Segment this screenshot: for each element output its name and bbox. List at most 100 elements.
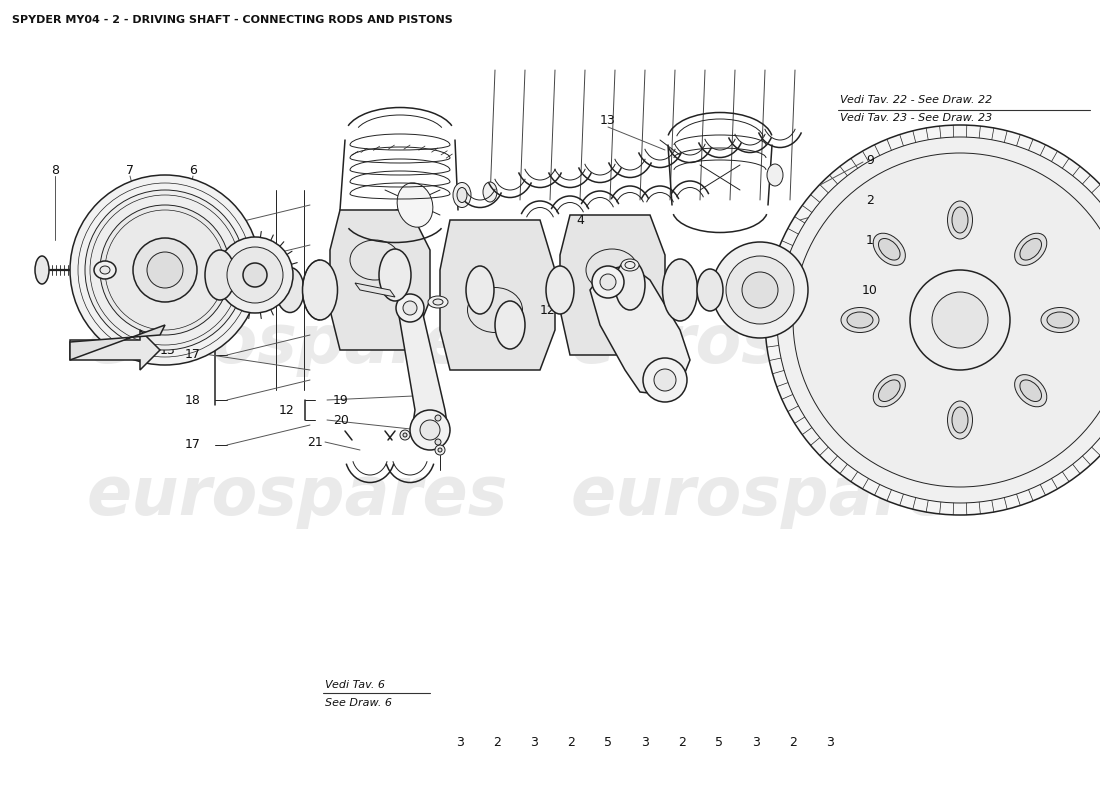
- Ellipse shape: [302, 260, 338, 320]
- Text: 12: 12: [539, 303, 556, 317]
- Ellipse shape: [873, 374, 905, 406]
- Text: 2: 2: [866, 194, 873, 206]
- Ellipse shape: [483, 182, 497, 202]
- Text: See Draw. 6: See Draw. 6: [324, 698, 392, 708]
- Text: 18: 18: [185, 394, 201, 406]
- Ellipse shape: [662, 259, 697, 321]
- Polygon shape: [70, 325, 165, 360]
- Circle shape: [742, 272, 778, 308]
- Ellipse shape: [453, 182, 471, 207]
- Circle shape: [100, 205, 230, 335]
- Text: Vedi Tav. 6: Vedi Tav. 6: [324, 680, 385, 690]
- Ellipse shape: [873, 234, 905, 266]
- Text: 14: 14: [185, 218, 201, 231]
- Circle shape: [712, 242, 808, 338]
- Ellipse shape: [879, 380, 900, 402]
- Polygon shape: [560, 215, 666, 355]
- Text: 3: 3: [530, 735, 538, 749]
- Ellipse shape: [205, 250, 235, 300]
- Circle shape: [227, 247, 283, 303]
- Text: 6: 6: [189, 163, 197, 177]
- Polygon shape: [330, 210, 430, 350]
- Circle shape: [600, 274, 616, 290]
- Circle shape: [403, 301, 417, 315]
- Circle shape: [644, 358, 688, 402]
- Ellipse shape: [952, 407, 968, 433]
- Circle shape: [726, 256, 794, 324]
- Text: 3: 3: [641, 735, 649, 749]
- Ellipse shape: [495, 301, 525, 349]
- Circle shape: [133, 238, 197, 302]
- Text: 5: 5: [715, 735, 723, 749]
- Ellipse shape: [276, 267, 304, 313]
- Ellipse shape: [546, 266, 574, 314]
- Polygon shape: [440, 220, 556, 370]
- Ellipse shape: [1020, 238, 1042, 260]
- Ellipse shape: [1014, 374, 1047, 406]
- Text: 12: 12: [279, 403, 295, 417]
- Polygon shape: [398, 310, 448, 430]
- Ellipse shape: [879, 238, 900, 260]
- Circle shape: [764, 125, 1100, 515]
- Text: 2: 2: [493, 735, 500, 749]
- Text: 16: 16: [185, 303, 201, 317]
- Ellipse shape: [625, 262, 635, 269]
- Text: eurospares: eurospares: [86, 311, 508, 377]
- Ellipse shape: [615, 260, 645, 310]
- Circle shape: [85, 190, 245, 350]
- Ellipse shape: [397, 182, 433, 227]
- Text: 15: 15: [185, 258, 201, 271]
- Circle shape: [592, 266, 624, 298]
- Circle shape: [654, 369, 676, 391]
- Circle shape: [438, 448, 442, 452]
- Text: eurospares: eurospares: [570, 311, 992, 377]
- Circle shape: [243, 263, 267, 287]
- Ellipse shape: [621, 259, 639, 271]
- Text: 3: 3: [826, 735, 834, 749]
- Text: Vedi Tav. 23 - See Draw. 23: Vedi Tav. 23 - See Draw. 23: [840, 113, 992, 123]
- Text: 13: 13: [161, 343, 176, 357]
- Text: 17: 17: [185, 438, 201, 451]
- Text: SPYDER MY04 - 2 - DRIVING SHAFT - CONNECTING RODS AND PISTONS: SPYDER MY04 - 2 - DRIVING SHAFT - CONNEC…: [12, 15, 453, 25]
- Ellipse shape: [1014, 234, 1047, 266]
- Text: 19: 19: [333, 394, 349, 406]
- Ellipse shape: [456, 187, 468, 202]
- Text: 5: 5: [604, 735, 612, 749]
- Ellipse shape: [842, 307, 879, 333]
- Text: 13: 13: [601, 114, 616, 126]
- Circle shape: [434, 439, 441, 445]
- Ellipse shape: [433, 299, 443, 305]
- Text: 4: 4: [576, 214, 584, 226]
- Ellipse shape: [94, 261, 115, 279]
- Polygon shape: [355, 283, 395, 297]
- Text: 2: 2: [568, 735, 575, 749]
- Text: 2: 2: [789, 735, 796, 749]
- Ellipse shape: [1047, 312, 1072, 328]
- Polygon shape: [590, 265, 690, 395]
- Ellipse shape: [379, 249, 411, 301]
- Circle shape: [793, 153, 1100, 487]
- Text: 20: 20: [333, 414, 349, 426]
- Circle shape: [910, 270, 1010, 370]
- Ellipse shape: [466, 266, 494, 314]
- Ellipse shape: [100, 266, 110, 274]
- Text: 9: 9: [866, 154, 873, 166]
- Circle shape: [217, 237, 293, 313]
- Circle shape: [147, 252, 183, 288]
- Ellipse shape: [947, 201, 972, 239]
- Circle shape: [400, 430, 410, 440]
- Text: 2: 2: [678, 735, 686, 749]
- Text: eurospares: eurospares: [86, 463, 508, 529]
- Ellipse shape: [1041, 307, 1079, 333]
- Circle shape: [70, 175, 260, 365]
- Text: 21: 21: [307, 435, 323, 449]
- Ellipse shape: [947, 401, 972, 439]
- Text: 8: 8: [51, 163, 59, 177]
- Text: Vedi Tav. 22 - See Draw. 22: Vedi Tav. 22 - See Draw. 22: [840, 95, 992, 105]
- Circle shape: [410, 410, 450, 450]
- Circle shape: [396, 294, 424, 322]
- Ellipse shape: [428, 296, 448, 308]
- Ellipse shape: [847, 312, 873, 328]
- Polygon shape: [70, 330, 160, 370]
- Circle shape: [434, 415, 441, 421]
